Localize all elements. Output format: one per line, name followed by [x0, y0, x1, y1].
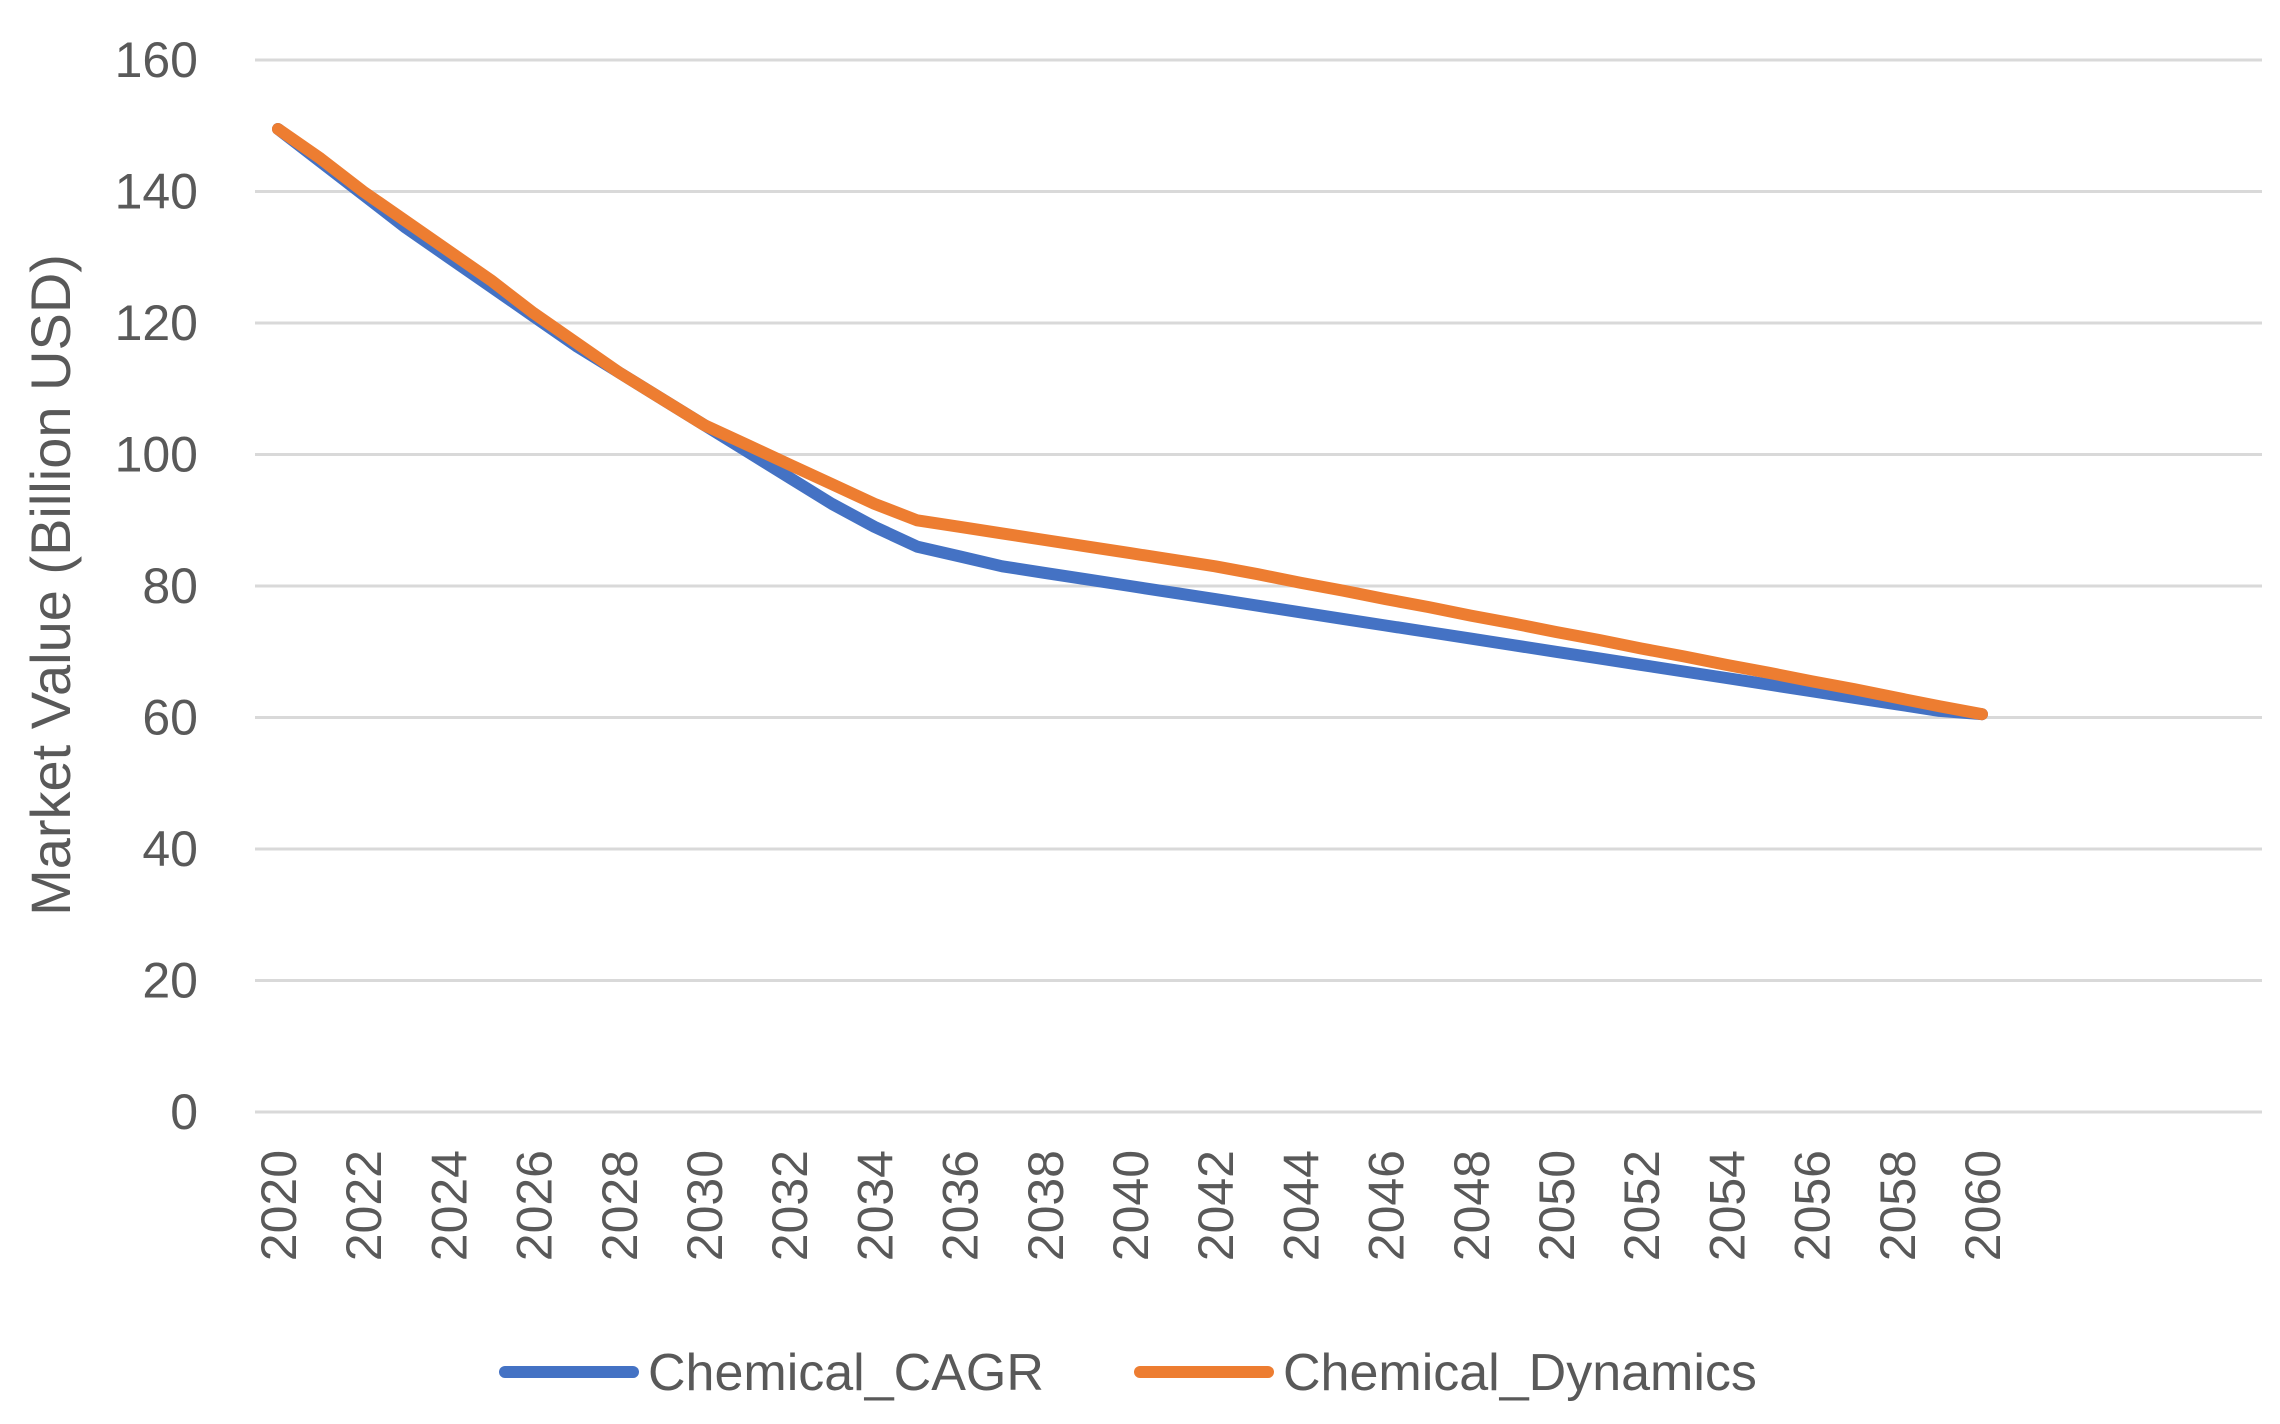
- x-tick-label: 2032: [762, 1150, 818, 1261]
- x-tick-label: 2020: [251, 1150, 307, 1261]
- x-tick-label: 2040: [1103, 1150, 1159, 1261]
- y-tick-label: 120: [115, 295, 198, 351]
- legend-label: Chemical_Dynamics: [1283, 1344, 1757, 1402]
- series-lines: [272, 123, 1988, 721]
- legend: Chemical_CAGR Chemical_Dynamics: [499, 1344, 1757, 1402]
- x-tick-label: 2022: [336, 1150, 392, 1261]
- x-tick-label: 2030: [677, 1150, 733, 1261]
- y-tick-label: 140: [115, 164, 198, 220]
- x-tick-label: 2042: [1188, 1150, 1244, 1261]
- y-tick-label: 40: [142, 821, 198, 877]
- y-tick-label: 20: [142, 953, 198, 1009]
- series-line-chemical-dynamics: [272, 123, 1988, 721]
- x-tick-label: 2060: [1955, 1150, 2011, 1261]
- y-axis-ticks: 0 20 40 60 80 100 120 140 160: [115, 32, 198, 1140]
- y-tick-label: 160: [115, 32, 198, 88]
- x-tick-label: 2048: [1444, 1150, 1500, 1261]
- x-tick-label: 2046: [1359, 1150, 1415, 1261]
- x-tick-label: 2054: [1699, 1150, 1755, 1261]
- x-tick-label: 2024: [421, 1150, 477, 1261]
- series-line-chemical-cagr: [272, 123, 1988, 721]
- x-tick-label: 2052: [1614, 1150, 1670, 1261]
- legend-label: Chemical_CAGR: [648, 1344, 1044, 1402]
- x-tick-label: 2036: [933, 1150, 989, 1261]
- x-tick-label: 2034: [847, 1150, 903, 1261]
- x-tick-label: 2050: [1529, 1150, 1585, 1261]
- y-tick-label: 60: [142, 690, 198, 746]
- gridlines: [255, 58, 2262, 1114]
- x-axis-ticks: 2020 2022 2024 2026 2028 2030 2032 2034 2036 2038…: [251, 1150, 2011, 1261]
- x-tick-label: 2058: [1870, 1150, 1926, 1261]
- y-tick-label: 80: [142, 558, 198, 614]
- y-tick-label: 100: [115, 427, 198, 483]
- x-tick-label: 2038: [1018, 1150, 1074, 1261]
- x-tick-label: 2028: [592, 1150, 648, 1261]
- x-tick-label: 2056: [1785, 1150, 1841, 1261]
- y-tick-label: 0: [170, 1084, 198, 1140]
- x-tick-label: 2044: [1273, 1150, 1329, 1261]
- y-axis-title: Market Value (Billion USD): [19, 254, 82, 916]
- x-tick-label: 2026: [507, 1150, 563, 1261]
